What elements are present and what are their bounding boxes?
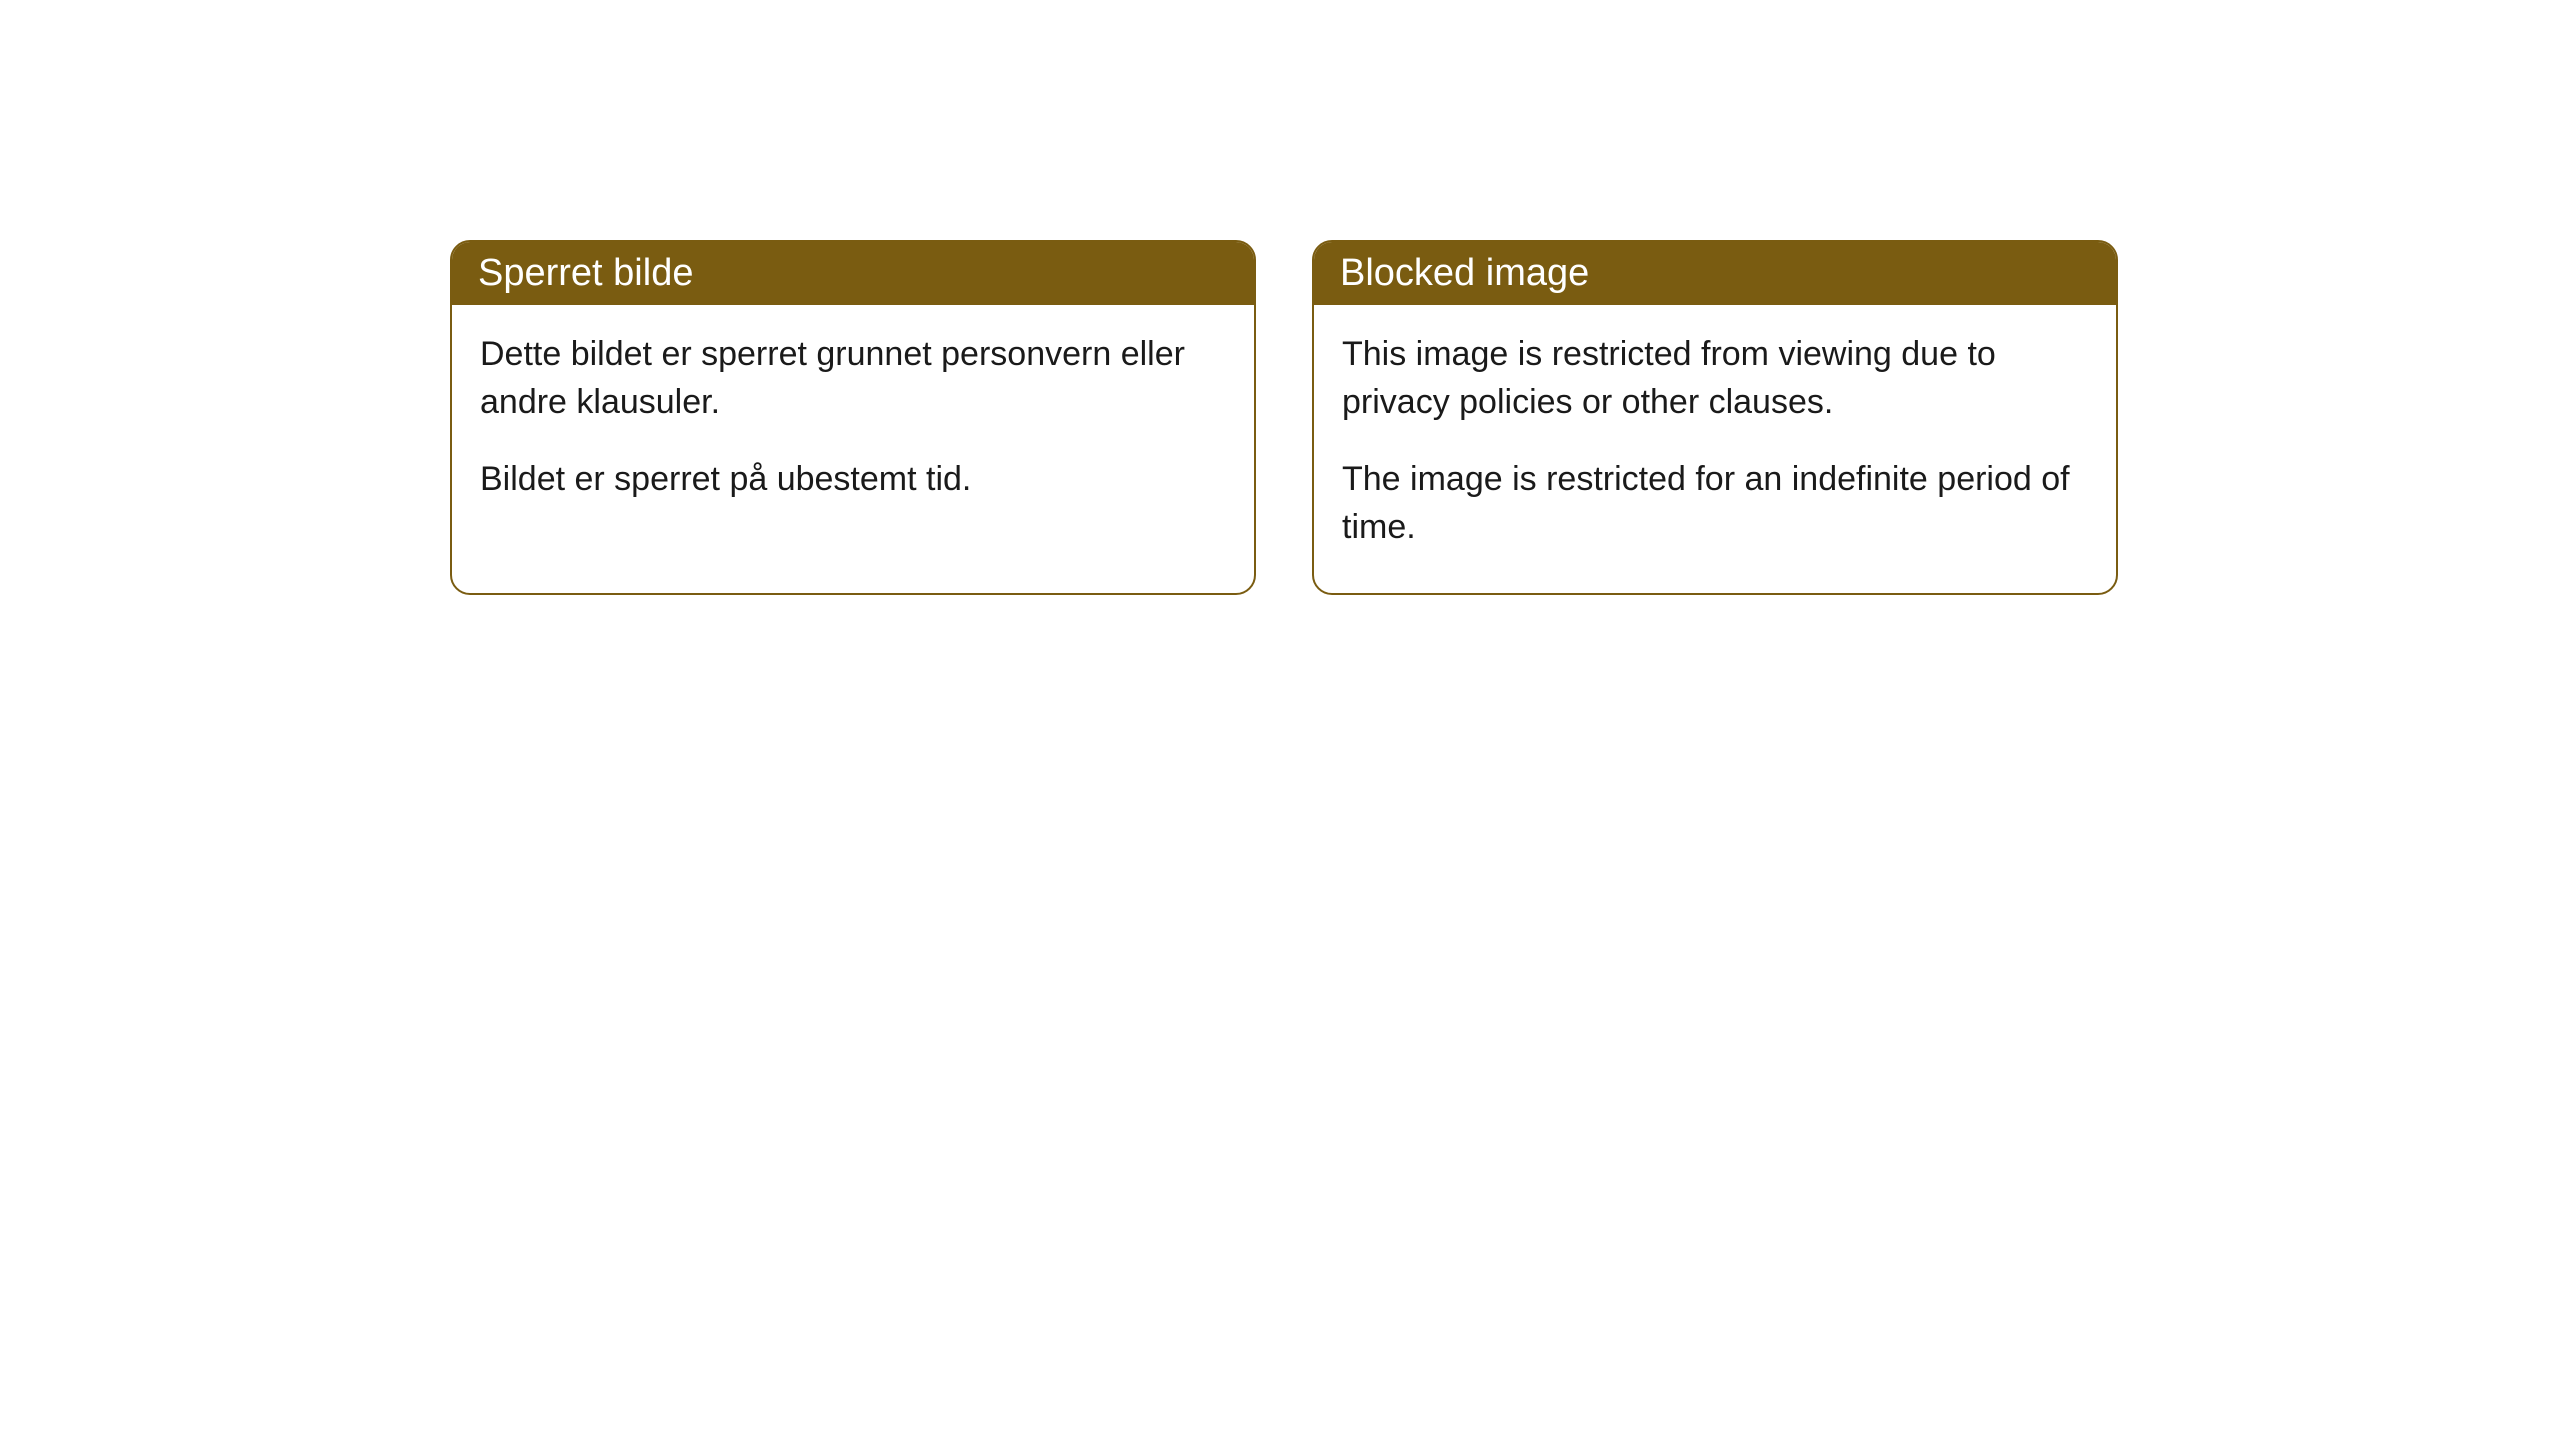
card-paragraph: Dette bildet er sperret grunnet personve… <box>480 331 1226 426</box>
notice-container: Sperret bilde Dette bildet er sperret gr… <box>0 0 2560 595</box>
notice-card-english: Blocked image This image is restricted f… <box>1312 240 2118 595</box>
card-paragraph: This image is restricted from viewing du… <box>1342 331 2088 426</box>
card-paragraph: The image is restricted for an indefinit… <box>1342 456 2088 551</box>
card-header: Sperret bilde <box>452 242 1254 305</box>
card-paragraph: Bildet er sperret på ubestemt tid. <box>480 456 1226 504</box>
card-body: Dette bildet er sperret grunnet personve… <box>452 305 1254 546</box>
card-body: This image is restricted from viewing du… <box>1314 305 2116 593</box>
card-header: Blocked image <box>1314 242 2116 305</box>
notice-card-norwegian: Sperret bilde Dette bildet er sperret gr… <box>450 240 1256 595</box>
card-title: Sperret bilde <box>478 252 693 294</box>
card-title: Blocked image <box>1340 252 1589 294</box>
